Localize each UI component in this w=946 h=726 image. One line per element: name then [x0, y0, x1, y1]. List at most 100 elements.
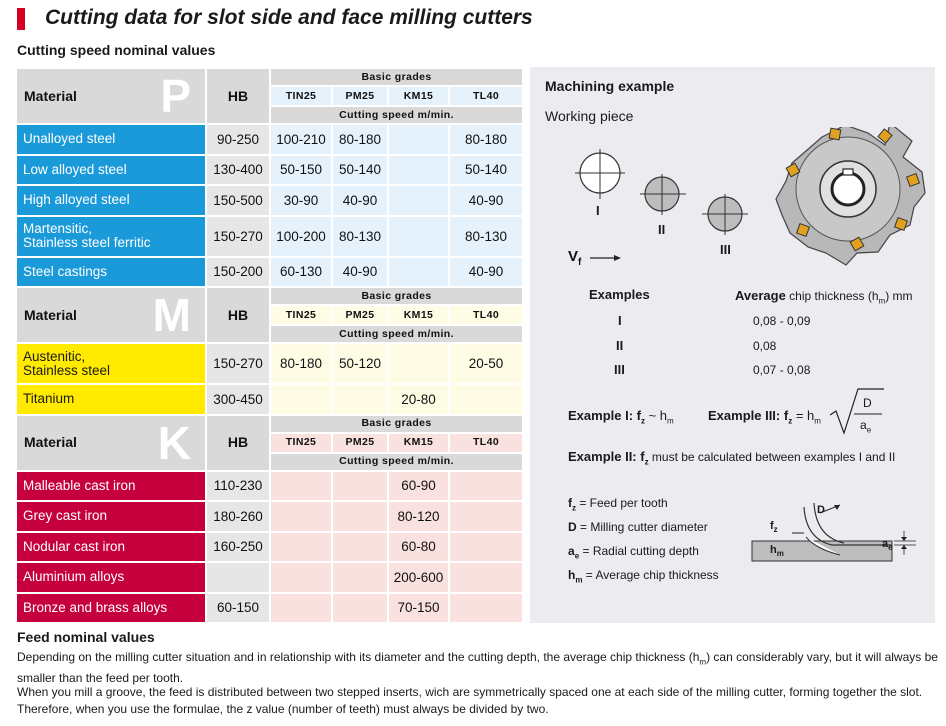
legend-item: fz = Feed per tooth	[568, 496, 668, 512]
fraction-numerator: D	[863, 396, 872, 410]
grade-header: TL40	[447, 304, 525, 326]
material-name: Low alloyed steel	[15, 153, 207, 186]
workpiece-ii-icon	[640, 174, 686, 215]
km15-value: 60-90	[387, 469, 450, 502]
basic-grades-header: Basic grades	[268, 286, 525, 306]
diagram-hm-sub: m	[776, 549, 784, 559]
grade-header: TIN25	[269, 85, 333, 107]
diagram-hm-text: h	[770, 544, 777, 556]
table-row: Austenitic, Stainless steel 150-270 80-1…	[15, 342, 525, 385]
material-name: Unalloyed steel	[15, 123, 207, 156]
tl40-value	[447, 591, 525, 624]
section-letter: M	[152, 289, 191, 341]
hb-value: 150-500	[205, 184, 271, 217]
table-row: Titanium 300-450 20-80	[15, 383, 525, 416]
formula-sub: z	[788, 416, 793, 426]
diagram-fz-label: fz	[770, 520, 778, 534]
legend-symbol: f	[568, 496, 572, 510]
material-header: Material K	[15, 413, 207, 472]
formula-sub: m	[814, 416, 821, 426]
legend-text: = Radial cutting depth	[579, 544, 699, 558]
vf-sub: f	[578, 257, 582, 268]
example-id: III	[614, 362, 625, 377]
diagram-d-label: D	[817, 504, 825, 516]
material-name: Titanium	[15, 383, 207, 416]
tl40-value: 80-130	[447, 214, 525, 258]
feed-text: ) can considerably vary, but it will alw…	[17, 650, 938, 686]
material-name: Bronze and brass alloys	[15, 591, 207, 624]
tl40-value	[447, 561, 525, 594]
workpiece-iii-label: III	[720, 242, 731, 257]
average-unit: ) mm	[885, 289, 913, 303]
example-id: II	[616, 338, 624, 353]
title-accent-bar	[17, 8, 25, 30]
km15-value	[387, 214, 450, 258]
legend-item: ae = Radial cutting depth	[568, 544, 699, 560]
section-letter: P	[160, 70, 191, 122]
legend-sub: m	[575, 575, 583, 585]
formula-text: Example II: f	[568, 449, 645, 464]
diagram-fz-sub: z	[773, 525, 778, 535]
legend-text: = Feed per tooth	[576, 496, 668, 510]
working-piece-label: Working piece	[545, 108, 634, 124]
diagram-ae-sub: e	[888, 543, 893, 553]
legend-sub: z	[572, 503, 576, 513]
example-ii-formula: Example II: fz must be calculated betwee…	[568, 449, 895, 467]
hb-header: HB	[205, 413, 271, 472]
pm25-value	[331, 383, 389, 416]
example-i-formula: Example I: fz ~ hm	[568, 408, 674, 426]
grade-header: PM25	[331, 85, 389, 107]
hb-value: 160-250	[205, 530, 271, 563]
example-iii-formula: Example III: fz = hm	[708, 408, 821, 426]
average-label-rest: chip thickness (h	[789, 289, 879, 303]
tl40-value	[447, 383, 525, 416]
page-title: Cutting data for slot side and face mill…	[45, 6, 533, 29]
km15-value	[387, 153, 450, 186]
example-id: I	[618, 313, 622, 328]
km15-value	[387, 123, 450, 156]
pm25-value: 80-180	[331, 123, 389, 156]
feed-text: Depending on the milling cutter situatio…	[17, 650, 700, 664]
tin25-value	[269, 530, 333, 563]
table-row: Aluminium alloys 200-600	[15, 561, 525, 594]
example-value: 0,08	[753, 339, 777, 353]
grade-header: TIN25	[269, 431, 333, 454]
table-row: Low alloyed steel 130-400 50-150 50-140 …	[15, 153, 525, 186]
km15-value	[387, 255, 450, 288]
hb-value: 60-150	[205, 591, 271, 624]
legend-symbol: D	[568, 520, 577, 534]
vf-symbol: V	[568, 248, 579, 265]
section-p: Material P HB Basic grades TIN25 PM25 KM…	[15, 67, 525, 288]
material-name: Steel castings	[15, 255, 207, 288]
tl40-value: 40-90	[447, 255, 525, 288]
km15-value: 20-80	[387, 383, 450, 416]
table-row: Martensitic, Stainless steel ferritic 15…	[15, 214, 525, 258]
legend-symbol: h	[568, 568, 576, 582]
material-name: Grey cast iron	[15, 500, 207, 533]
material-name: Nodular cast iron	[15, 530, 207, 563]
sqrt-sign-icon	[829, 388, 884, 435]
tin25-value	[269, 591, 333, 624]
hb-value: 150-270	[205, 342, 271, 385]
hb-value: 130-400	[205, 153, 271, 186]
grade-header: KM15	[387, 85, 450, 107]
basic-grades-header: Basic grades	[268, 67, 525, 87]
chip-thickness-diagram	[751, 502, 916, 562]
material-header-label: Material	[24, 434, 77, 450]
tl40-value: 20-50	[447, 342, 525, 385]
machining-example-panel: Machining example Working piece	[530, 67, 935, 623]
formula-text: Example III: f	[708, 408, 789, 423]
tl40-value	[447, 469, 525, 502]
hb-header: HB	[205, 286, 271, 344]
km15-value	[387, 342, 450, 385]
hb-value	[205, 561, 271, 594]
tin25-value: 100-200	[269, 214, 333, 258]
tin25-value	[269, 469, 333, 502]
grade-header: TL40	[447, 85, 525, 107]
pm25-value: 50-140	[331, 153, 389, 186]
section-m: Material M HB Basic grades TIN25 PM25 KM…	[15, 286, 525, 416]
feed-direction-label: Vf	[568, 248, 581, 268]
tin25-value: 80-180	[269, 342, 333, 385]
table-row: High alloyed steel 150-500 30-90 40-90 4…	[15, 184, 525, 217]
example-value: 0,08 - 0,09	[753, 314, 811, 328]
